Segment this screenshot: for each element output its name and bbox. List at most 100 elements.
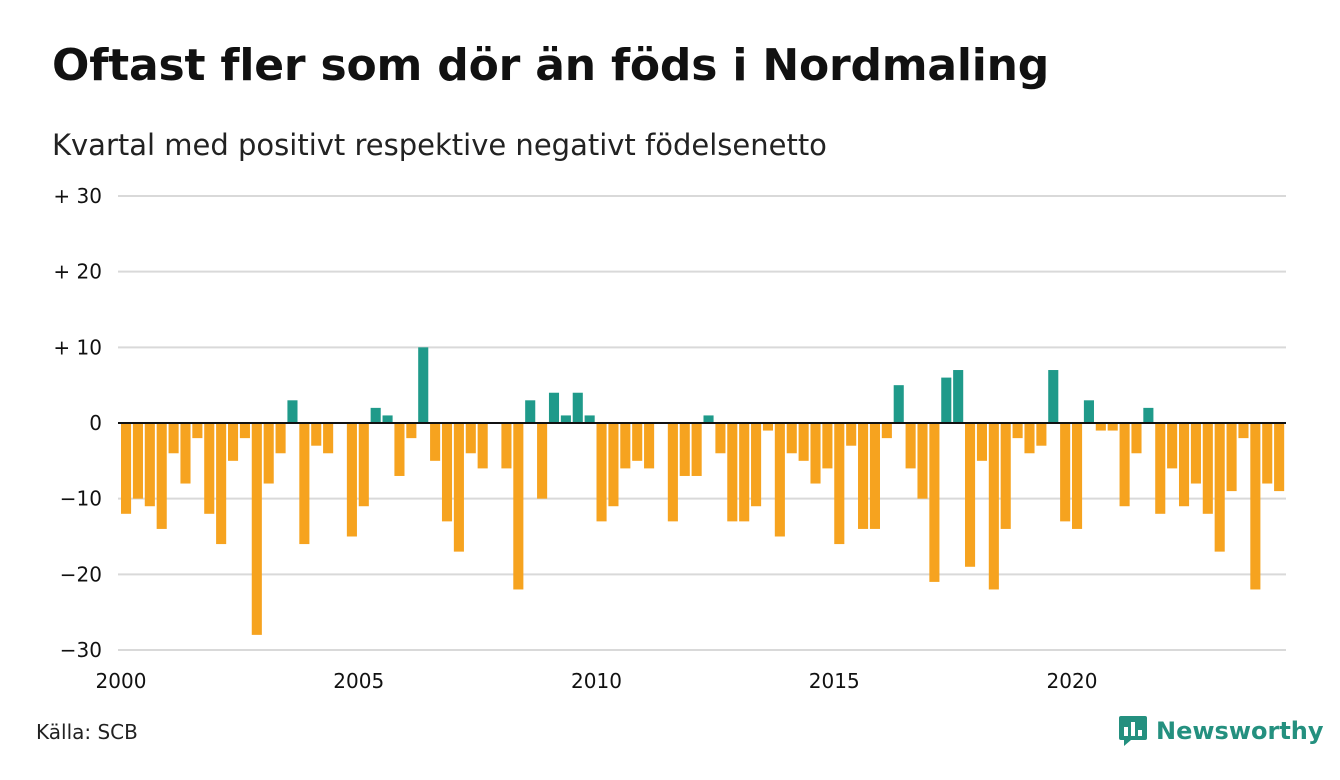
bar xyxy=(311,423,322,446)
bar xyxy=(822,423,833,469)
bar xyxy=(192,423,203,439)
x-tick-label: 2020 xyxy=(1047,669,1098,693)
bar xyxy=(596,423,607,522)
bar xyxy=(1190,423,1201,484)
bar xyxy=(453,423,464,552)
y-tick-label: −30 xyxy=(60,638,102,662)
bar xyxy=(216,423,227,545)
bar xyxy=(858,423,869,529)
bar xyxy=(1036,423,1047,446)
bar xyxy=(406,423,417,439)
bar xyxy=(1214,423,1225,552)
x-tick-label: 2000 xyxy=(96,669,147,693)
bar xyxy=(976,423,987,461)
bar xyxy=(1000,423,1011,529)
gridlines xyxy=(118,195,1286,651)
bar xyxy=(1167,423,1178,469)
bar xyxy=(572,392,583,423)
bar xyxy=(929,423,940,582)
bar xyxy=(548,392,560,423)
bar xyxy=(869,423,880,529)
x-tick-label: 2010 xyxy=(571,669,622,693)
bar xyxy=(227,423,239,461)
bar xyxy=(121,423,132,514)
bar xyxy=(798,423,809,461)
bar xyxy=(810,423,821,484)
bar xyxy=(275,423,286,454)
bar xyxy=(632,423,643,461)
bar xyxy=(1072,423,1083,529)
bar xyxy=(394,423,405,476)
bar xyxy=(941,377,952,423)
bar xyxy=(762,423,774,431)
bar xyxy=(204,423,215,514)
newsworthy-logo-icon xyxy=(1119,716,1147,746)
bar xyxy=(715,423,726,454)
x-tick-label: 2005 xyxy=(333,669,384,693)
bars xyxy=(121,347,1285,635)
bar xyxy=(917,423,928,499)
source-note: Källa: SCB xyxy=(36,720,138,744)
bar xyxy=(1012,423,1023,439)
bar xyxy=(786,423,797,454)
bar xyxy=(560,415,571,423)
x-tick-label: 2015 xyxy=(809,669,860,693)
bar xyxy=(144,423,155,507)
bar xyxy=(287,400,298,423)
bar xyxy=(537,423,548,499)
bar xyxy=(1131,423,1142,454)
bar xyxy=(739,423,750,522)
bar xyxy=(263,423,274,484)
bar xyxy=(501,423,512,469)
bar xyxy=(299,423,310,545)
bar xyxy=(1107,423,1118,431)
bar xyxy=(132,423,143,499)
bar xyxy=(1238,423,1249,439)
bar xyxy=(370,407,381,423)
bar xyxy=(1119,423,1130,507)
bar xyxy=(1226,423,1237,492)
bar xyxy=(323,423,334,454)
bar xyxy=(620,423,631,469)
y-tick-label: −20 xyxy=(60,562,102,586)
bar xyxy=(418,347,429,423)
bar xyxy=(239,423,250,439)
bar xyxy=(382,415,393,423)
bar xyxy=(691,423,702,476)
bar xyxy=(1024,423,1035,454)
bar xyxy=(1178,423,1190,507)
bar xyxy=(953,370,964,423)
bar xyxy=(1083,400,1094,423)
bar xyxy=(465,423,476,454)
x-axis-ticks: 2000 2005 2010 2015 2020 xyxy=(96,669,1098,693)
bar xyxy=(156,423,167,529)
bar xyxy=(881,423,892,439)
bar xyxy=(905,423,916,469)
bar xyxy=(1202,423,1213,514)
bar xyxy=(1250,423,1261,590)
bar xyxy=(1155,423,1166,514)
bar xyxy=(679,423,690,476)
bar xyxy=(1143,407,1154,423)
bar xyxy=(441,423,453,522)
bar xyxy=(846,423,857,446)
brand-name: Newsworthy xyxy=(1156,717,1324,745)
bar xyxy=(834,423,845,545)
bar xyxy=(893,385,904,423)
bar xyxy=(1274,423,1285,492)
y-axis-ticks: + 30 + 20 + 10 0 −10 −20 −30 xyxy=(53,184,102,662)
bar xyxy=(430,423,441,461)
y-tick-label: 0 xyxy=(89,411,102,435)
bar xyxy=(358,423,369,507)
bar xyxy=(1262,423,1273,484)
bar xyxy=(608,423,619,507)
bar xyxy=(774,423,785,537)
y-tick-label: + 30 xyxy=(53,184,102,208)
y-tick-label: −10 xyxy=(60,487,102,511)
bar xyxy=(644,423,655,469)
bar xyxy=(1060,423,1071,522)
brand: Newsworthy xyxy=(1118,714,1324,748)
chart-title: Oftast fler som dör än föds i Nordmaling xyxy=(52,40,1050,91)
bar xyxy=(988,423,999,590)
